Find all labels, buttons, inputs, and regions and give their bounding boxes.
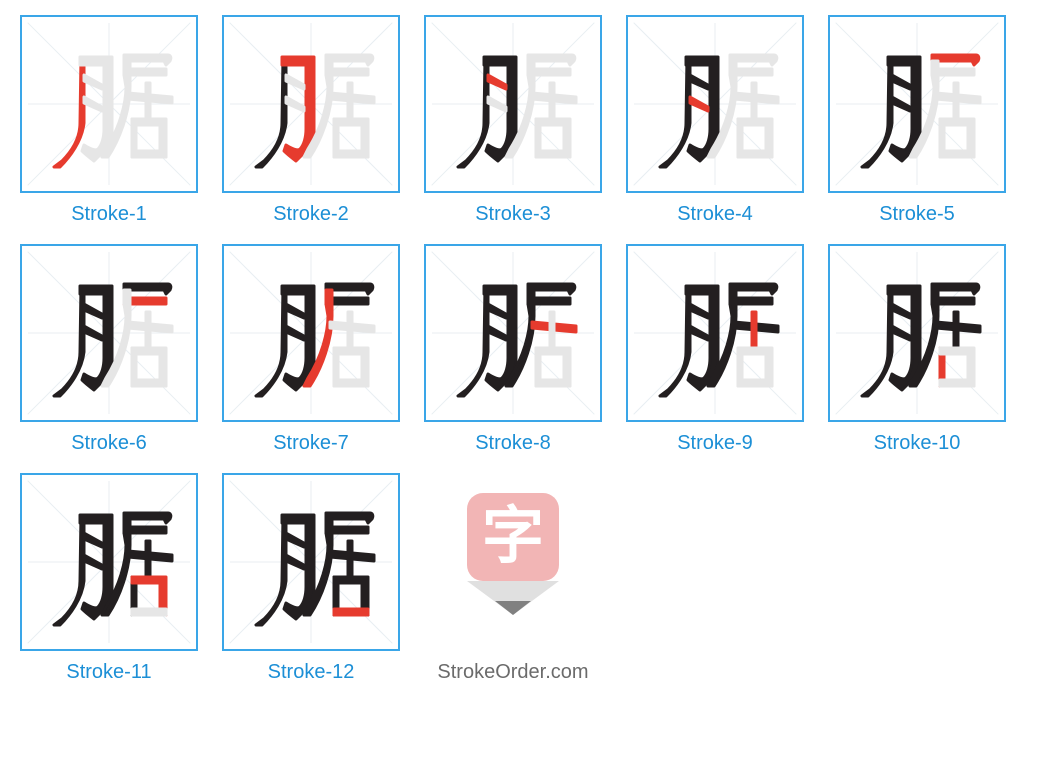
stroke-box — [20, 15, 198, 193]
stroke-box — [222, 15, 400, 193]
stroke-label: Stroke-12 — [268, 661, 355, 684]
stroke-order-grid: Stroke-1 Stroke-2 Stroke-3 Stroke-4 Stroke-5… — [20, 15, 1030, 684]
logo-cell: 字 StrokeOrder.com — [424, 473, 602, 684]
stroke-cell: Stroke-5 — [828, 15, 1006, 226]
stroke-box — [424, 244, 602, 422]
svg-text:字: 字 — [482, 502, 544, 571]
stroke-box — [424, 15, 602, 193]
stroke-box — [222, 244, 400, 422]
stroke-cell: Stroke-4 — [626, 15, 804, 226]
stroke-cell: Stroke-6 — [20, 244, 198, 455]
stroke-label: Stroke-7 — [273, 432, 349, 455]
stroke-cell: Stroke-8 — [424, 244, 602, 455]
stroke-label: Stroke-1 — [71, 203, 147, 226]
stroke-label: Stroke-5 — [879, 203, 955, 226]
stroke-cell: Stroke-7 — [222, 244, 400, 455]
stroke-box — [626, 15, 804, 193]
stroke-box — [222, 473, 400, 651]
stroke-label: Stroke-10 — [874, 432, 961, 455]
stroke-label: Stroke-2 — [273, 203, 349, 226]
stroke-box — [20, 473, 198, 651]
stroke-cell: Stroke-12 — [222, 473, 400, 684]
stroke-label: Stroke-3 — [475, 203, 551, 226]
stroke-box — [626, 244, 804, 422]
stroke-box — [20, 244, 198, 422]
stroke-label: Stroke-11 — [66, 661, 151, 684]
footer-label: StrokeOrder.com — [437, 661, 588, 684]
stroke-box — [828, 15, 1006, 193]
stroke-label: Stroke-4 — [677, 203, 753, 226]
stroke-label: Stroke-8 — [475, 432, 551, 455]
stroke-cell: Stroke-1 — [20, 15, 198, 226]
stroke-cell: Stroke-11 — [20, 473, 198, 684]
stroke-cell: Stroke-10 — [828, 244, 1006, 455]
stroke-cell: Stroke-9 — [626, 244, 804, 455]
stroke-cell: Stroke-3 — [424, 15, 602, 226]
stroke-box — [828, 244, 1006, 422]
stroke-label: Stroke-9 — [677, 432, 753, 455]
stroke-cell: Stroke-2 — [222, 15, 400, 226]
stroke-label: Stroke-6 — [71, 432, 147, 455]
